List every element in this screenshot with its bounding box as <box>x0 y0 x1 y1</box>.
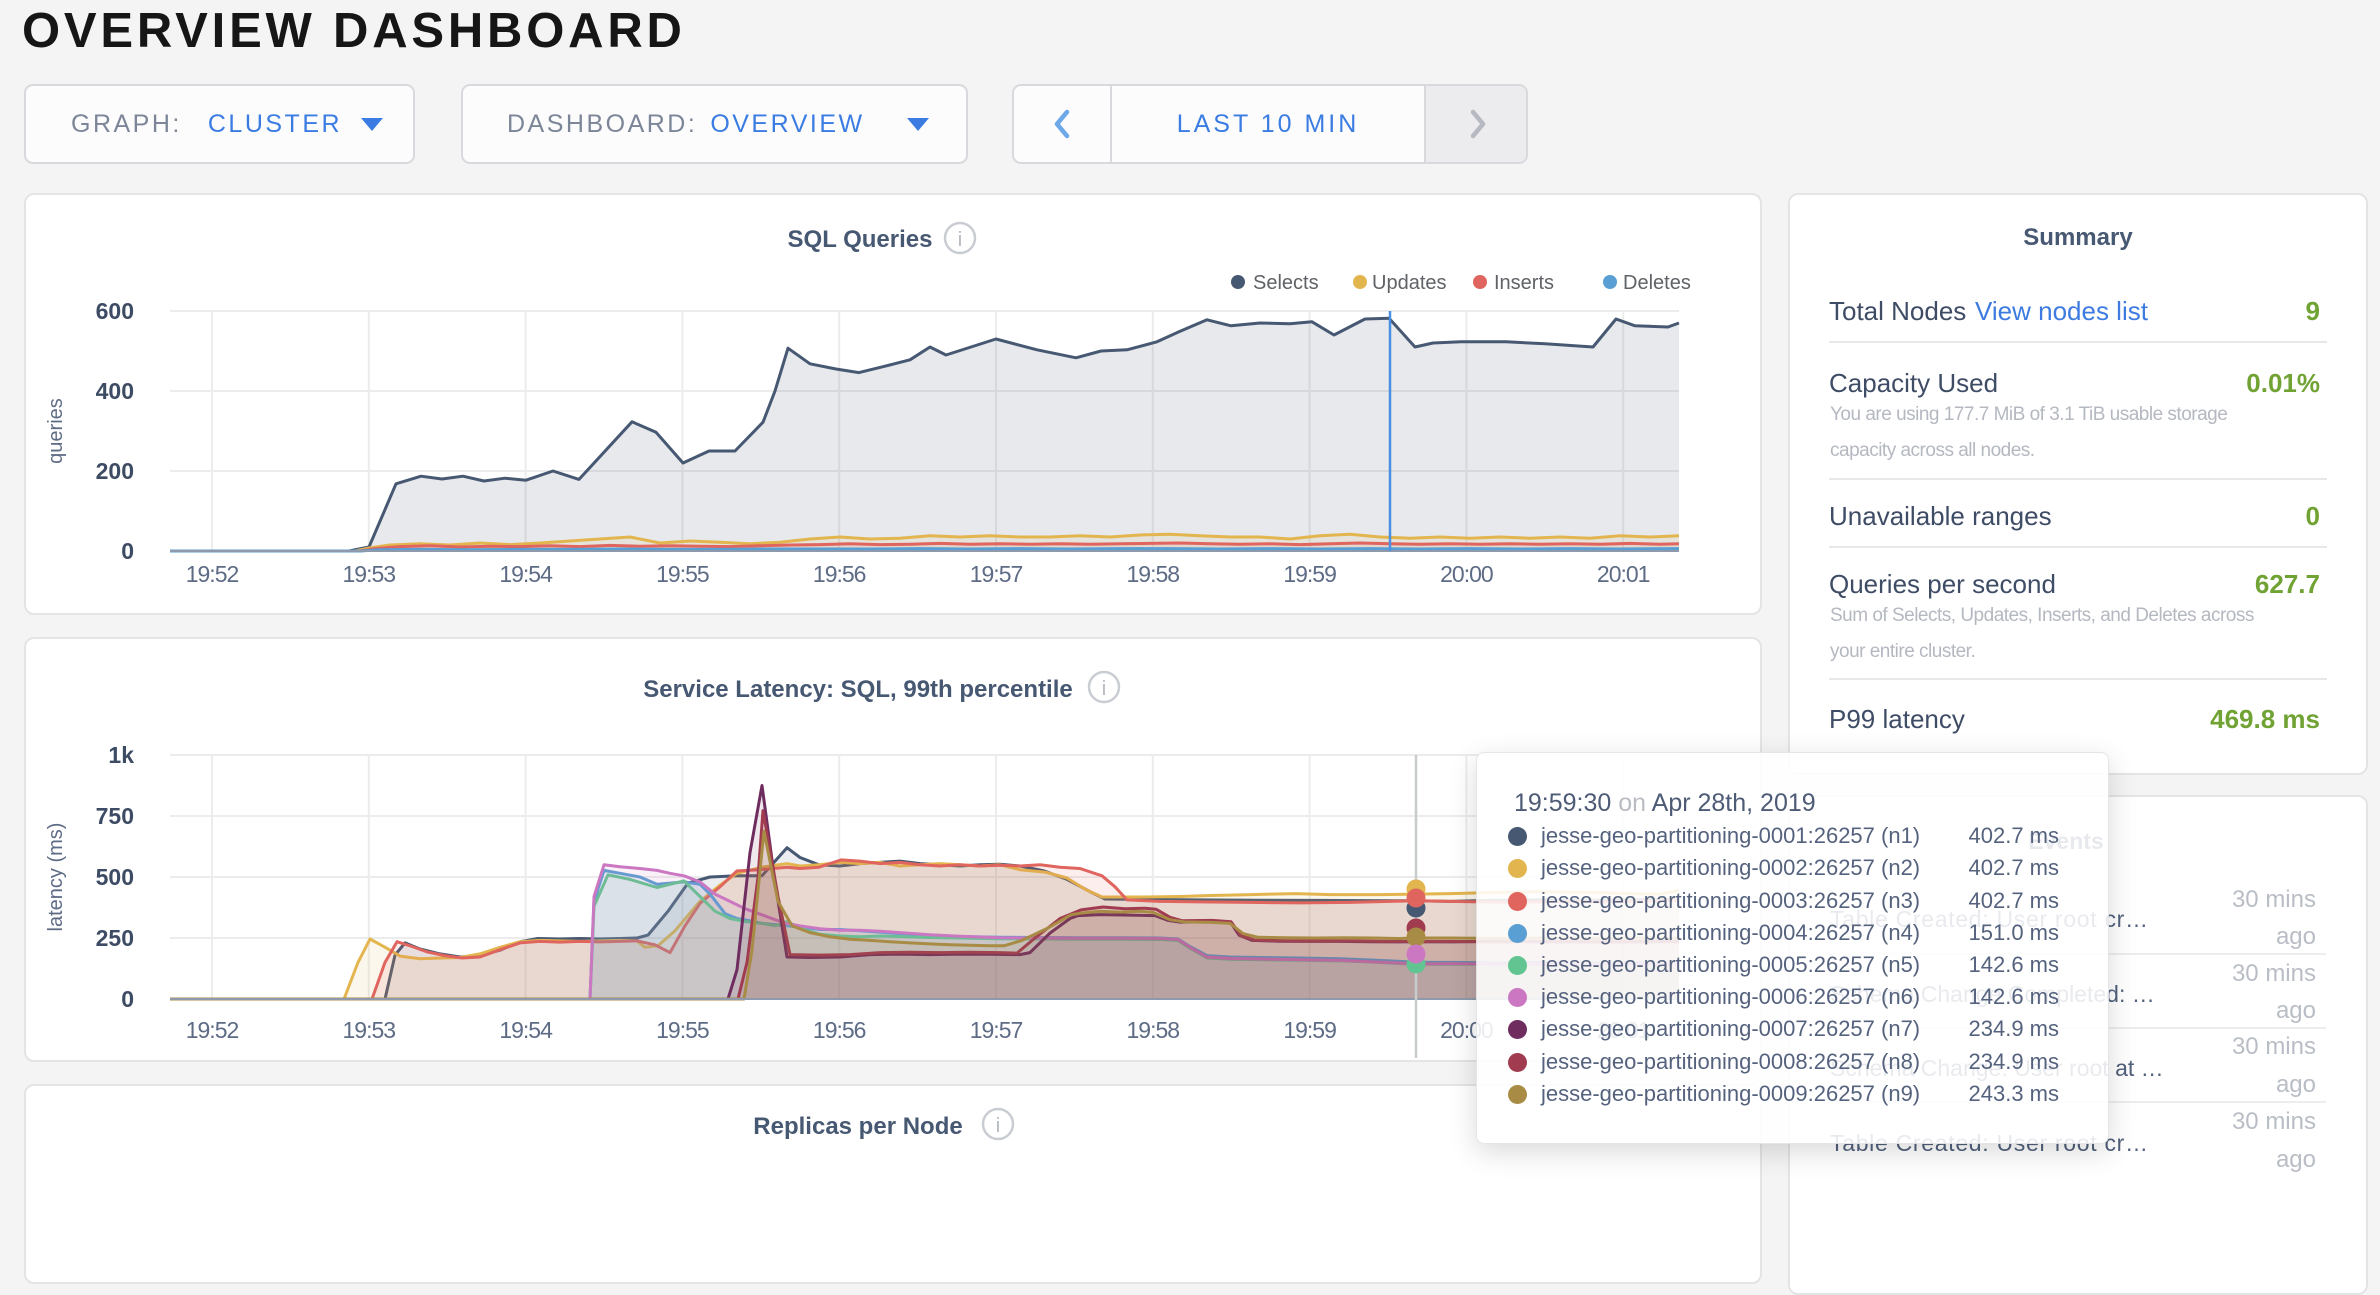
svg-text:20:01: 20:01 <box>1597 561 1650 587</box>
svg-text:19:53: 19:53 <box>343 561 396 587</box>
svg-text:19:56: 19:56 <box>813 561 866 587</box>
svg-text:19:53: 19:53 <box>343 1017 396 1043</box>
svg-text:Replicas per Node: Replicas per Node <box>753 1113 962 1140</box>
svg-text:250: 250 <box>96 925 134 951</box>
svg-text:19:58: 19:58 <box>1127 561 1180 587</box>
svg-text:750: 750 <box>96 803 134 829</box>
svg-text:400: 400 <box>96 378 134 404</box>
svg-text:20:00: 20:00 <box>1440 561 1493 587</box>
svg-text:19:54: 19:54 <box>499 561 553 587</box>
svg-text:Service Latency: SQL, 99th per: Service Latency: SQL, 99th percentile <box>643 676 1073 703</box>
svg-text:i: i <box>996 1115 1000 1137</box>
svg-text:19:52: 19:52 <box>186 561 239 587</box>
svg-text:600: 600 <box>96 298 134 324</box>
svg-text:19:55: 19:55 <box>656 561 709 587</box>
svg-text:SQL Queries: SQL Queries <box>788 226 933 253</box>
svg-text:Updates: Updates <box>1372 272 1447 294</box>
svg-text:19:54: 19:54 <box>499 1017 553 1043</box>
svg-text:1k: 1k <box>108 742 134 768</box>
svg-text:Selects: Selects <box>1253 272 1319 294</box>
svg-text:i: i <box>1102 678 1106 700</box>
svg-text:19:52: 19:52 <box>186 1017 239 1043</box>
svg-text:0: 0 <box>121 986 134 1012</box>
svg-text:latency (ms): latency (ms) <box>45 823 67 932</box>
svg-text:200: 200 <box>96 458 134 484</box>
svg-text:0: 0 <box>121 538 134 564</box>
svg-text:500: 500 <box>96 864 134 890</box>
svg-text:19:55: 19:55 <box>656 1017 709 1043</box>
svg-text:Inserts: Inserts <box>1494 272 1554 294</box>
svg-text:Deletes: Deletes <box>1623 272 1691 294</box>
svg-text:19:59: 19:59 <box>1283 561 1336 587</box>
svg-text:19:58: 19:58 <box>1127 1017 1180 1043</box>
svg-text:19:57: 19:57 <box>970 561 1023 587</box>
svg-text:19:59: 19:59 <box>1283 1017 1336 1043</box>
svg-text:19:57: 19:57 <box>970 1017 1023 1043</box>
svg-text:i: i <box>958 229 962 251</box>
svg-text:19:56: 19:56 <box>813 1017 866 1043</box>
svg-text:queries: queries <box>45 398 67 464</box>
